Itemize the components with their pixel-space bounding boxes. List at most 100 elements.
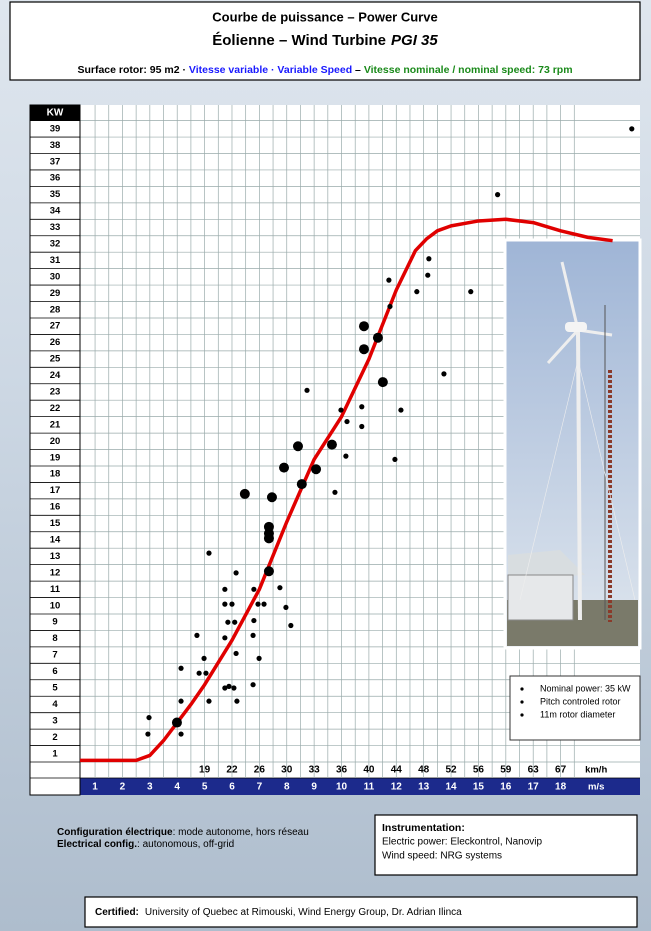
data-point — [233, 650, 239, 657]
legend-item: 11m rotor diameter — [540, 709, 615, 719]
x-tick-label: 15 — [473, 782, 485, 793]
data-point — [358, 321, 369, 332]
x2-tick-label: 59 — [500, 765, 512, 776]
config-en: Electrical config.: autonomous, off-grid — [57, 839, 234, 850]
data-point — [196, 670, 202, 676]
data-point — [392, 456, 398, 463]
x2-axis-label: km/h — [585, 765, 607, 776]
marks — [80, 126, 635, 763]
config-fr-label: Configuration électrique — [57, 827, 173, 838]
data-point — [251, 617, 257, 624]
y-tick-label: 21 — [50, 419, 61, 430]
data-point — [261, 601, 267, 607]
data-point — [326, 439, 337, 450]
data-point — [279, 462, 290, 473]
x2-tick-label: 40 — [363, 765, 375, 776]
y-tick-label: 36 — [50, 173, 61, 184]
y-tick-label: 23 — [50, 386, 61, 397]
data-point — [283, 604, 289, 611]
hut — [507, 574, 574, 621]
data-point — [225, 619, 231, 625]
y-tick-label: 9 — [52, 617, 57, 628]
data-point — [255, 601, 261, 607]
data-point — [233, 570, 239, 576]
data-point — [338, 407, 344, 413]
x-tick-label: 7 — [257, 782, 263, 793]
x-tick-label: 12 — [391, 782, 403, 793]
x2-tick-label: 36 — [336, 765, 348, 776]
data-point — [266, 492, 277, 503]
data-point — [178, 731, 184, 737]
data-point — [387, 303, 393, 310]
data-point — [226, 683, 232, 689]
y-tick-label: 19 — [50, 452, 61, 463]
legend-bullet — [520, 700, 524, 704]
data-point — [145, 731, 151, 737]
y-tick-label: 17 — [50, 485, 61, 496]
photo — [503, 238, 642, 650]
y-tick-label: 38 — [50, 140, 61, 151]
y-tick-label: 10 — [50, 600, 61, 611]
turbine-tower — [576, 329, 582, 621]
subtitle: Éolienne – Wind Turbine PGI 35 — [212, 32, 438, 49]
y-tick-label: 35 — [50, 189, 61, 200]
ms-band — [80, 778, 640, 795]
data-point — [495, 192, 501, 198]
data-point — [206, 698, 212, 704]
data-point — [231, 685, 237, 691]
data-point — [250, 632, 256, 638]
x2-tick-label: 19 — [199, 765, 211, 776]
y-tick-label: 2 — [52, 732, 57, 743]
x-tick-label: 11 — [364, 782, 375, 793]
x-tick-label: 17 — [528, 782, 540, 793]
data-point — [426, 256, 432, 262]
y-tick-label: 22 — [50, 403, 61, 414]
instrumentation-line: Wind speed: NRG systems — [382, 851, 502, 862]
hut-roof — [508, 550, 585, 580]
data-point — [386, 277, 392, 283]
data-point — [201, 655, 207, 661]
data-point — [171, 717, 182, 728]
data-point — [256, 655, 262, 661]
nacelle — [565, 322, 587, 332]
specs: Surface rotor: 95 m2 · Vitesse variable … — [77, 64, 572, 76]
x2-tick-label: 48 — [418, 765, 430, 776]
title: Courbe de puissance – Power Curve — [212, 9, 437, 24]
header-box — [9, 1, 641, 81]
label-column — [29, 104, 81, 796]
data-point — [425, 272, 431, 278]
certified-label: Certified: — [95, 907, 139, 918]
x-tick-label: 16 — [500, 782, 512, 793]
instrumentation-box — [374, 814, 638, 876]
x-tick-label: 1 — [92, 782, 98, 793]
y-tick-label: 27 — [50, 321, 61, 332]
data-point — [146, 714, 152, 721]
config-en-label: Electrical config. — [57, 839, 137, 850]
data-point — [292, 441, 303, 452]
y-tick-label: 20 — [50, 436, 61, 447]
data-point — [629, 126, 635, 132]
x-tick-label: 4 — [174, 782, 180, 793]
model: PGI 35 — [391, 32, 438, 49]
certified-text: University of Quebec at Rimouski, Wind E… — [145, 907, 462, 918]
data-point — [343, 453, 349, 459]
y-tick-label: 25 — [50, 354, 61, 365]
y-tick-label: 5 — [52, 683, 58, 694]
y-tick-label: 6 — [52, 666, 57, 677]
data-point — [178, 698, 184, 704]
data-point — [194, 632, 200, 638]
data-point — [263, 533, 274, 544]
spec: Vitesse variable · Variable Speed — [189, 64, 352, 76]
data-point — [206, 550, 212, 556]
y-label-box — [30, 105, 80, 121]
y-tick-label: 13 — [50, 551, 61, 562]
y-tick-label: 30 — [50, 271, 61, 282]
y-tick-label: 16 — [50, 502, 61, 513]
data-point — [344, 418, 350, 425]
y-axis-label: KW — [47, 108, 64, 119]
guy-wire — [519, 359, 579, 601]
y-tick-label: 14 — [50, 535, 61, 546]
y-tick-label: 31 — [50, 255, 61, 266]
y-tick-label: 7 — [52, 650, 57, 661]
